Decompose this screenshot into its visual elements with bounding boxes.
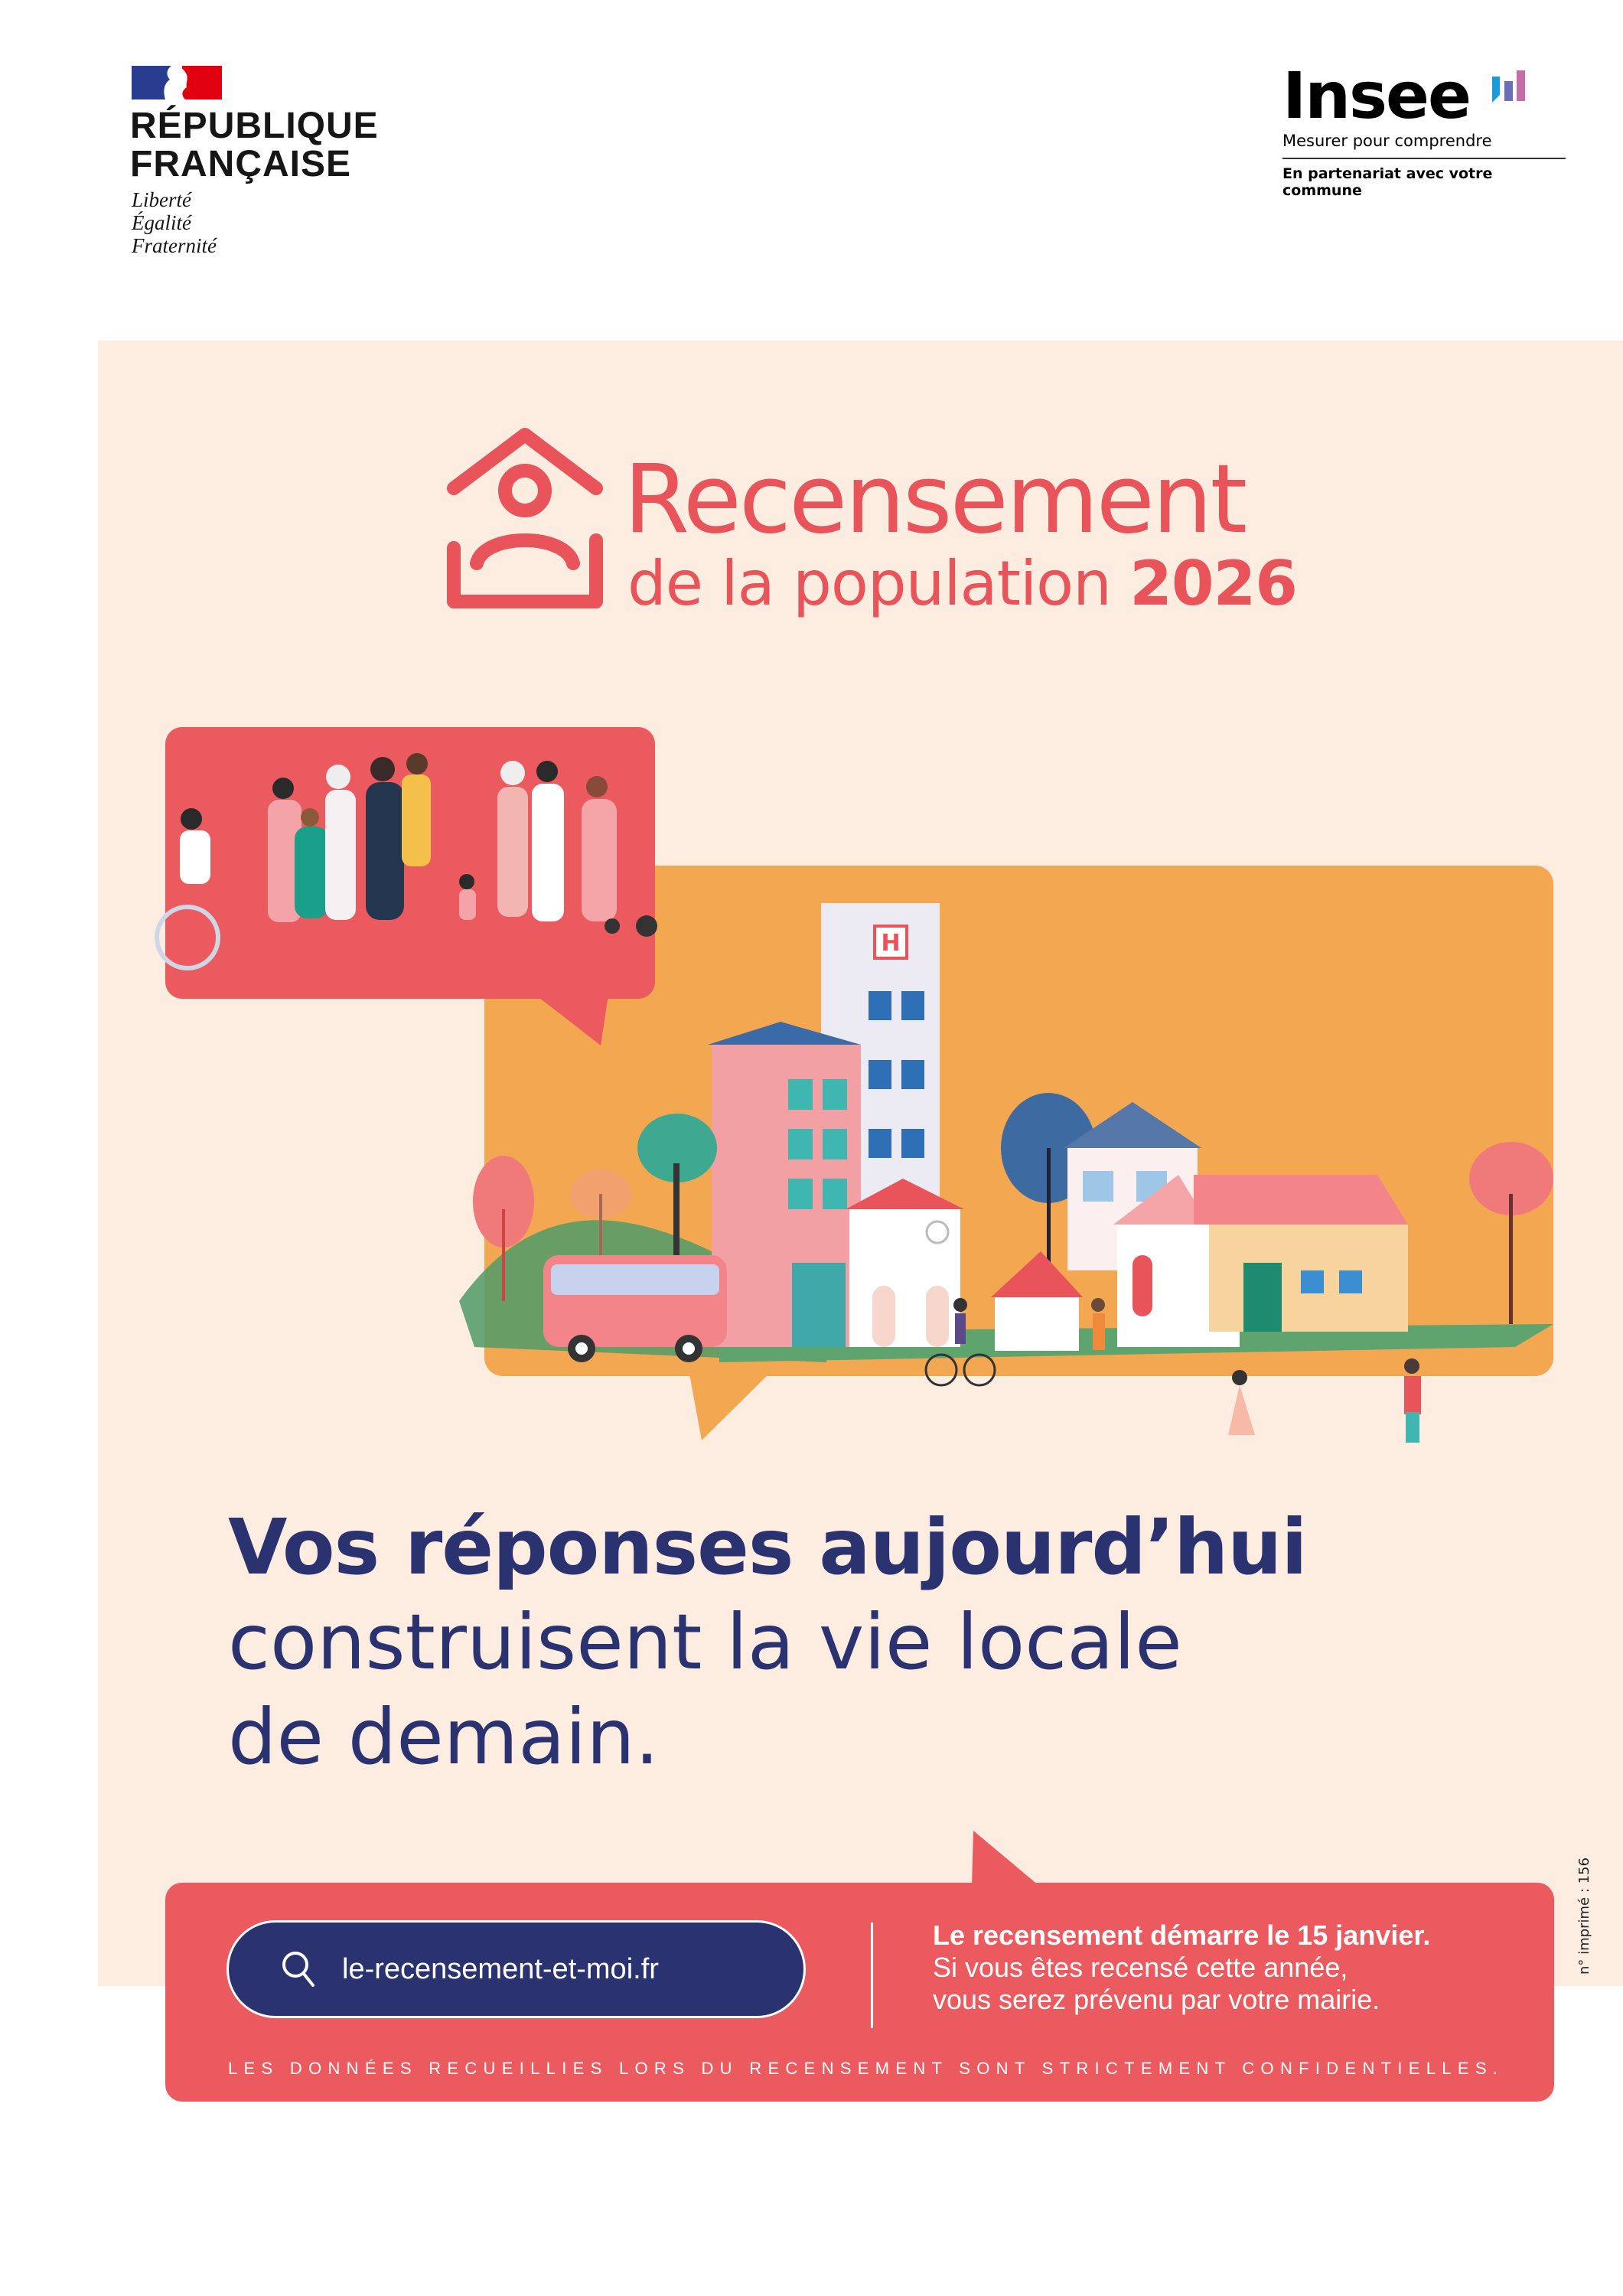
small-house (846, 1179, 964, 1347)
insee-wordmark: Insee (1282, 58, 1471, 133)
confidentiality-notice: LES DONNÉES RECUEILLIES LORS DU RECENSEM… (228, 2059, 1504, 2078)
motto-egalite: Égalité (132, 211, 191, 234)
trees (473, 1093, 1553, 1324)
pedestrians (924, 1298, 1421, 1443)
census-start-date: Le recensement démarre le 15 janvier. (933, 1919, 1431, 1951)
title-population: de la population (627, 548, 1112, 619)
svg-text:H: H (881, 930, 900, 957)
town-illustration: H (155, 727, 1553, 1443)
census-info: Le recensement démarre le 15 janvier. Si… (933, 1919, 1430, 2016)
census-info-line2: Si vous êtes recensé cette année, (933, 1952, 1348, 1983)
marianne-flag-logo (132, 66, 222, 99)
insee-logo: Insee Mesurer pour comprendre En partena… (1282, 61, 1573, 199)
insee-partner-text: En partenariat avec votre commune (1282, 165, 1493, 199)
republic-motto: Liberté Égalité Fraternité (132, 188, 217, 257)
census-info-line3: vous serez prévenu par votre mairie. (933, 1984, 1380, 2015)
title-recensement: Recensement (624, 445, 1247, 555)
motto-liberte: Liberté (132, 188, 191, 211)
insee-divider (1282, 158, 1566, 159)
insee-tagline: Mesurer pour comprendre (1282, 132, 1492, 150)
house-person-icon (447, 428, 603, 608)
republic-name-line2: FRANÇAISE (130, 144, 352, 184)
search-icon (282, 1952, 314, 1987)
headline-line2: construisent la vie locale (228, 1597, 1182, 1687)
website-link[interactable]: le-recensement-et-moi.fr (227, 1920, 806, 2018)
crowd-of-people (155, 753, 657, 970)
website-url[interactable]: le-recensement-et-moi.fr (342, 1952, 659, 1985)
insee-bars-icon (1492, 70, 1525, 103)
headline: Vos réponses aujourd’hui construisent la… (228, 1500, 1308, 1785)
title-year: 2026 (1129, 548, 1298, 619)
title-subtitle: de la population 2026 (627, 548, 1298, 619)
print-number: n° imprimé : 156 (1576, 1857, 1592, 1975)
headline-bold: Vos réponses aujourd’hui (228, 1502, 1308, 1592)
apartment-building (708, 1022, 861, 1347)
speech-bubble-tail (972, 1831, 1039, 1886)
motto-fraternite: Fraternité (132, 234, 217, 257)
headline-line3: de demain. (228, 1692, 660, 1782)
republic-name-line1: RÉPUBLIQUE (130, 106, 379, 146)
houses (991, 1102, 1408, 1351)
bus (543, 1255, 727, 1362)
republique-francaise-name: RÉPUBLIQUE FRANÇAISE (130, 107, 379, 184)
cta-divider (871, 1923, 873, 2028)
